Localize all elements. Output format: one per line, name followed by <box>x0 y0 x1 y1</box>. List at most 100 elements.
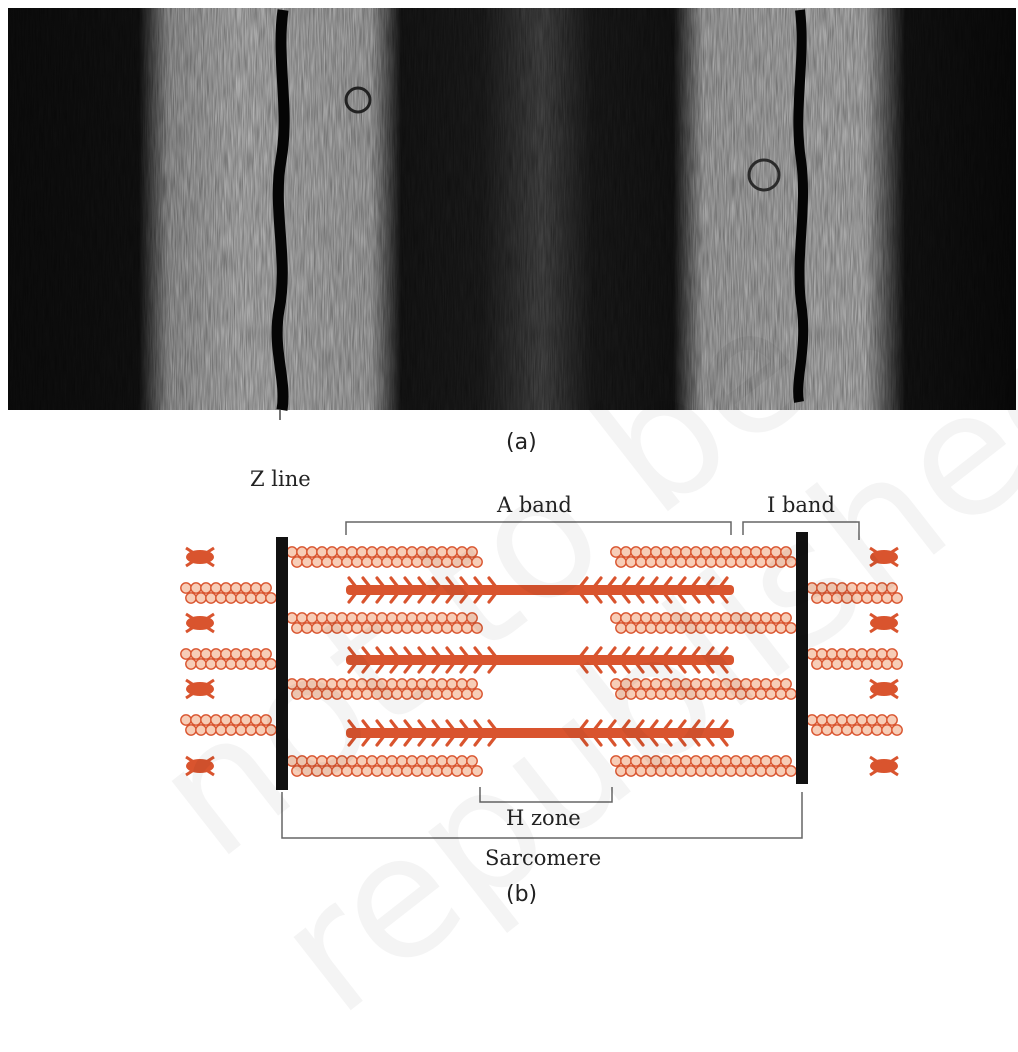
actin-bead <box>755 556 767 568</box>
myosin-head <box>459 576 470 604</box>
myosin-shaft <box>346 585 734 595</box>
actin-bead <box>770 546 782 558</box>
myosin-head <box>634 576 645 604</box>
myosin-head <box>403 646 414 674</box>
myosin-head <box>662 719 673 747</box>
actin-bead <box>640 678 652 690</box>
actin-bead <box>700 678 712 690</box>
actin-bead <box>215 592 227 604</box>
stub-arms <box>185 755 215 777</box>
actin-bead <box>381 622 393 634</box>
actin-bead <box>195 592 207 604</box>
actin-bead <box>886 648 898 660</box>
actin-bead <box>200 582 212 594</box>
actin-bead <box>881 724 893 736</box>
actin-bead <box>700 755 712 767</box>
actin-bead <box>456 678 468 690</box>
actin-bead <box>705 688 717 700</box>
a-band-bracket <box>345 521 732 535</box>
actin-bead <box>220 714 232 726</box>
actin-bead <box>760 546 772 558</box>
z-disc-right <box>796 532 808 784</box>
myosin-head <box>690 576 701 604</box>
actin-bead <box>396 755 408 767</box>
actin-bead <box>765 765 777 777</box>
actin-bead <box>826 648 838 660</box>
actin-bead <box>745 556 757 568</box>
actin-bead <box>376 612 388 624</box>
brackets <box>281 521 860 839</box>
actin-bead <box>401 765 413 777</box>
actin-bead <box>446 546 458 558</box>
actin-bead <box>635 556 647 568</box>
thin-filament-outer-right <box>806 714 903 736</box>
actin-bead <box>391 765 403 777</box>
actin-bead <box>431 688 443 700</box>
actin-bead <box>416 546 428 558</box>
vesicle <box>747 158 781 192</box>
actin-bead <box>255 592 267 604</box>
actin-bead <box>245 724 257 736</box>
actin-bead <box>705 556 717 568</box>
actin-bead <box>660 755 672 767</box>
actin-bead <box>831 724 843 736</box>
actin-bead <box>361 688 373 700</box>
actin-bead <box>881 658 893 670</box>
actin-bead <box>665 765 677 777</box>
actin-bead <box>461 556 473 568</box>
actin-bead <box>296 546 308 558</box>
actin-bead <box>291 556 303 568</box>
myosin-head <box>361 719 372 747</box>
actin-bead <box>735 688 747 700</box>
caption-a: (a) <box>506 430 537 455</box>
actin-bead <box>426 678 438 690</box>
myosin-head <box>375 576 386 604</box>
actin-bead <box>856 714 868 726</box>
stub-arms <box>185 612 215 634</box>
actin-bead <box>780 678 792 690</box>
actin-bead <box>755 765 767 777</box>
actin-bead <box>640 755 652 767</box>
thick-filament <box>346 646 734 674</box>
actin-bead <box>336 755 348 767</box>
myosin-head <box>347 646 358 674</box>
actin-bead <box>331 622 343 634</box>
actin-bead <box>331 688 343 700</box>
actin-bead <box>235 658 247 670</box>
actin-bead <box>291 622 303 634</box>
actin-bead <box>655 622 667 634</box>
actin-bead <box>356 546 368 558</box>
actin-bead <box>640 612 652 624</box>
actin-bead <box>316 755 328 767</box>
actin-bead <box>260 582 272 594</box>
actin-bead <box>411 688 423 700</box>
actin-bead <box>750 546 762 558</box>
actin-bead <box>301 765 313 777</box>
actin-bead <box>755 688 767 700</box>
actin-bead <box>396 678 408 690</box>
actin-bead <box>195 724 207 736</box>
actin-bead <box>675 688 687 700</box>
z-line-right-micrograph <box>793 9 809 403</box>
actin-bead <box>760 612 772 624</box>
filament-stub <box>869 755 899 777</box>
myosin-head <box>487 576 498 604</box>
actin-bead <box>720 755 732 767</box>
actin-bead <box>366 755 378 767</box>
actin-bead <box>680 755 692 767</box>
actin-bead <box>441 765 453 777</box>
myosin-head <box>445 719 456 747</box>
actin-bead <box>780 755 792 767</box>
myosin-head <box>578 646 589 674</box>
actin-bead <box>851 658 863 670</box>
actin-bead <box>371 765 383 777</box>
actin-bead <box>861 724 873 736</box>
electron-micrograph <box>8 8 1016 420</box>
actin-bead <box>205 592 217 604</box>
actin-bead <box>306 612 318 624</box>
actin-bead <box>775 765 787 777</box>
actin-bead <box>690 755 702 767</box>
actin-bead <box>190 582 202 594</box>
filament-stub <box>185 755 215 777</box>
actin-bead <box>306 755 318 767</box>
